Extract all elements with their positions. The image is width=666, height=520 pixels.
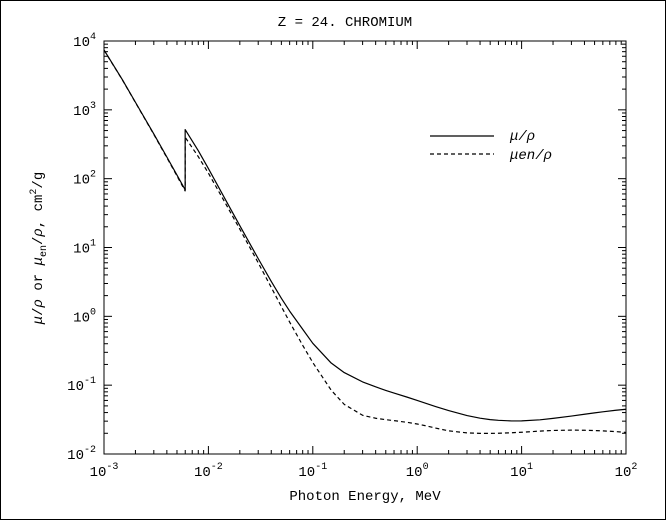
y-tick-label: 10-2 bbox=[67, 445, 96, 464]
series-layer bbox=[103, 49, 627, 434]
x-tick-label: 10-2 bbox=[194, 462, 223, 481]
y-tick-label: 10-1 bbox=[67, 376, 96, 395]
x-tick-label: 100 bbox=[406, 462, 429, 481]
series-line-mu-en-rho bbox=[103, 49, 627, 434]
y-axis-label: μ/ρ or μen/ρ, cm2/g bbox=[29, 172, 50, 326]
legend-label-mu-en-rho: μen/ρ bbox=[509, 148, 552, 164]
legend-mu-en-rho-text: μen/ρ bbox=[509, 148, 552, 164]
series-line-mu-rho bbox=[103, 49, 627, 422]
legend: μ/ρ μen/ρ bbox=[430, 129, 552, 164]
x-tick-labels: 10-3 10-2 10-1 100 101 102 bbox=[90, 462, 638, 481]
axis-ticks bbox=[103, 40, 627, 455]
y-tick-label: 100 bbox=[73, 307, 96, 326]
y-tick-label: 102 bbox=[73, 170, 96, 189]
chart-title: Z = 24. CHROMIUM bbox=[278, 15, 412, 31]
x-tick-label: 10-3 bbox=[90, 462, 119, 481]
y-tick-label: 103 bbox=[73, 101, 96, 120]
x-tick-label: 101 bbox=[510, 462, 533, 481]
y-tick-label: 104 bbox=[73, 32, 96, 51]
x-tick-label: 102 bbox=[615, 462, 638, 481]
y-tick-labels: 10-2 10-1 100 101 102 103 104 bbox=[67, 32, 96, 464]
x-axis-label: Photon Energy, MeV bbox=[289, 489, 441, 505]
plot-area bbox=[103, 40, 627, 455]
legend-label-mu-rho: μ/ρ bbox=[509, 129, 535, 145]
y-tick-label: 101 bbox=[73, 239, 96, 258]
x-tick-label: 10-1 bbox=[298, 462, 327, 481]
